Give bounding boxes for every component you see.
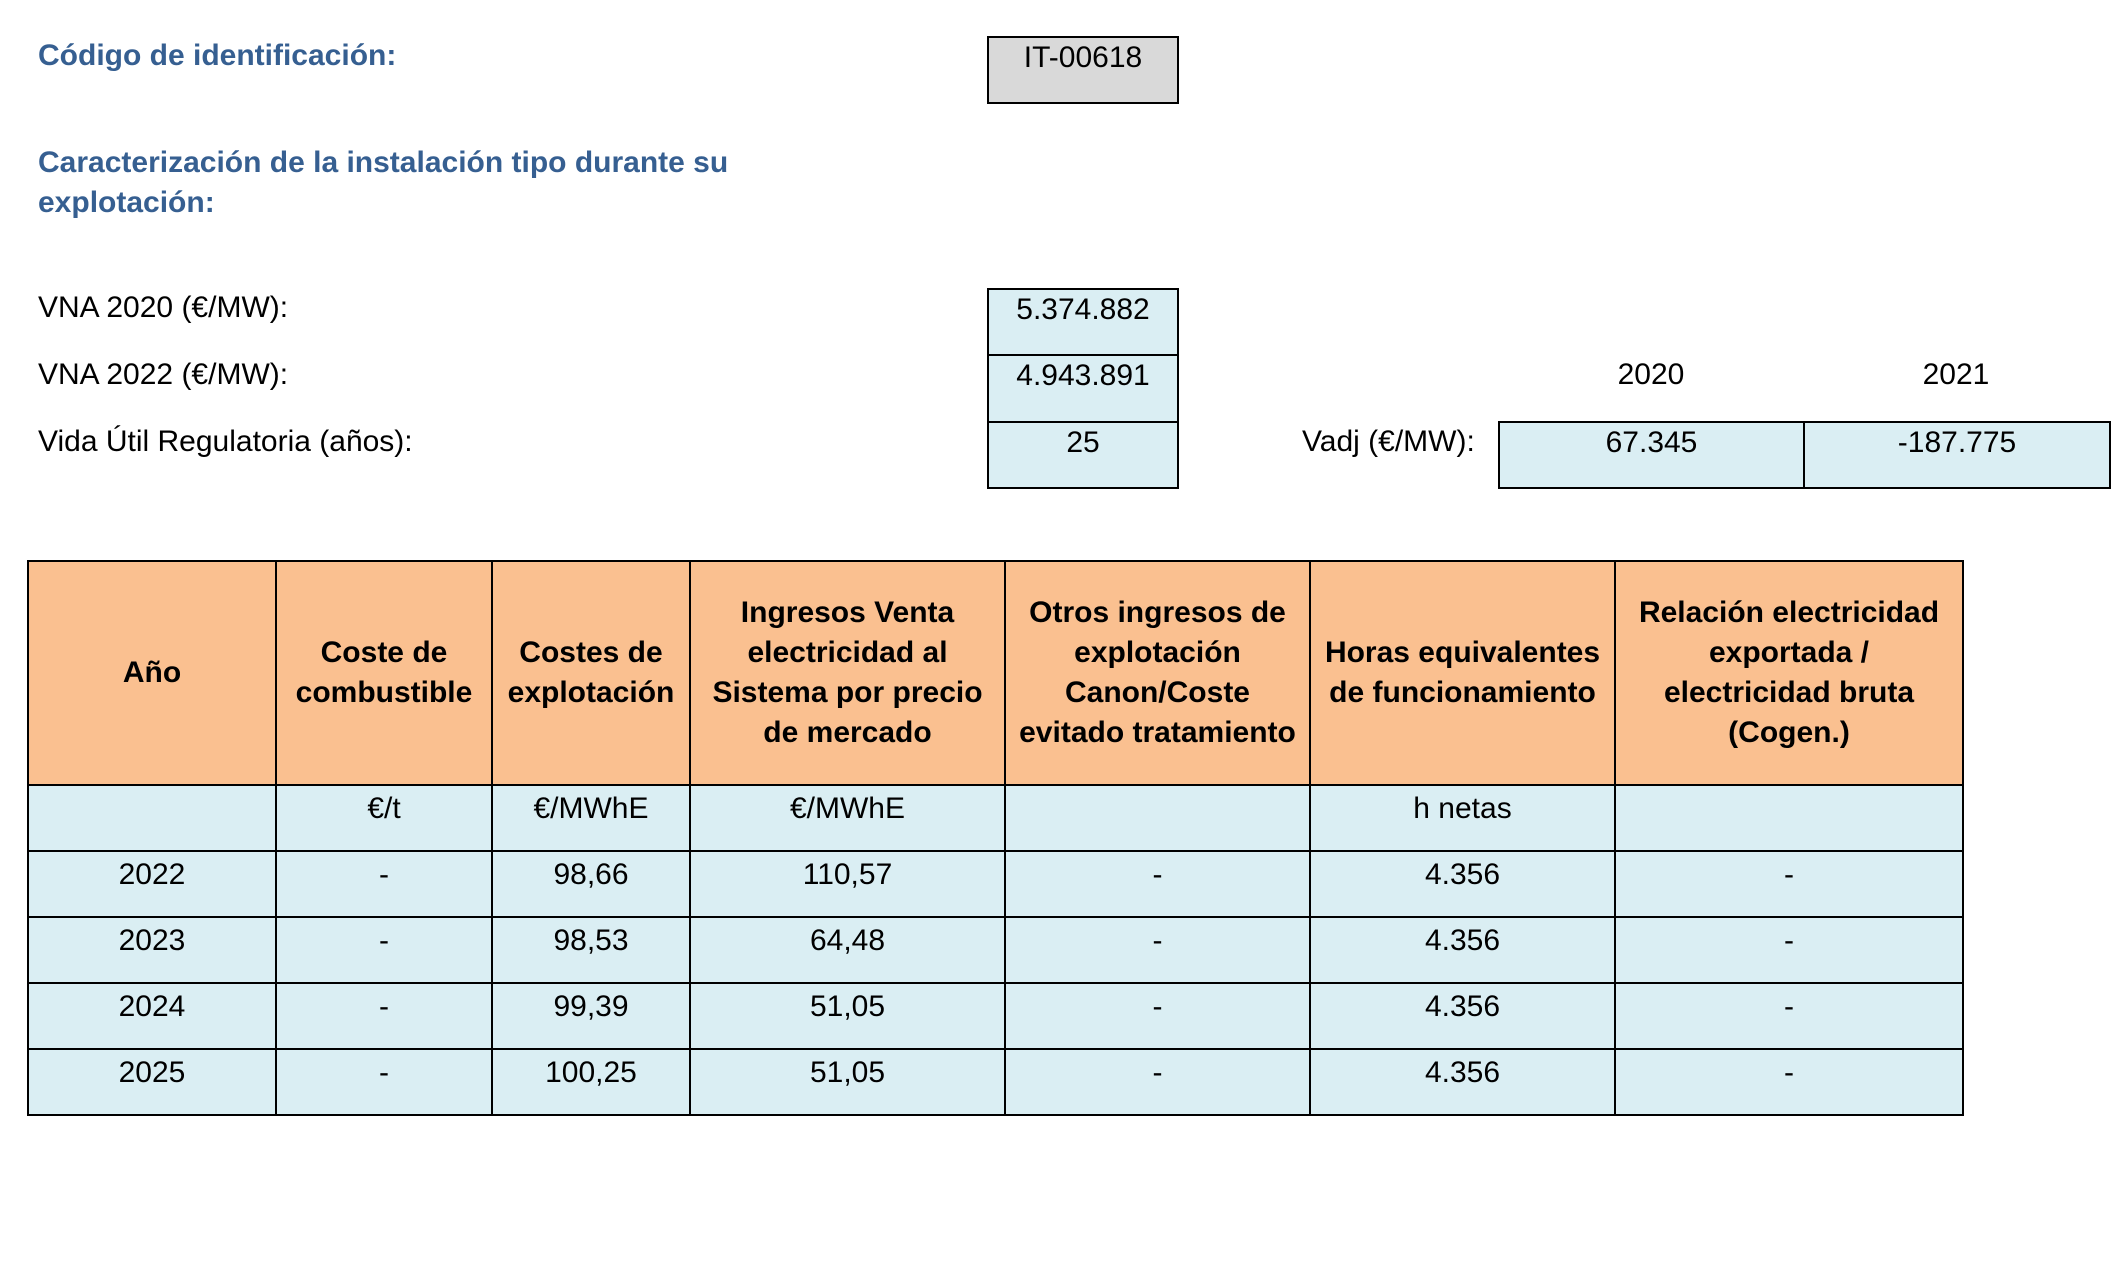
unit-cell: €/MWhE	[689, 784, 1006, 852]
units-row: €/t €/MWhE €/MWhE h netas	[27, 784, 1964, 852]
unit-cell: h netas	[1309, 784, 1616, 852]
table-cell: 98,66	[491, 850, 691, 918]
unit-cell	[27, 784, 277, 852]
vadj-label: Vadj (€/MW):	[1302, 425, 1475, 458]
table-cell: 4.356	[1309, 1048, 1616, 1116]
table-cell: 100,25	[491, 1048, 691, 1116]
header-horas-equivalentes: Horas equivalentes de funcionamiento	[1309, 560, 1616, 786]
table-cell: 4.356	[1309, 982, 1616, 1050]
table-cell: -	[1614, 1048, 1964, 1116]
vadj-value-2020: 67.345	[1498, 421, 1805, 489]
vida-util-label: Vida Útil Regulatoria (años):	[38, 425, 413, 458]
explotacion-table: Año Coste de combustible Costes de explo…	[27, 560, 1964, 1116]
vna2020-label: VNA 2020 (€/MW):	[38, 291, 289, 324]
unit-cell	[1004, 784, 1311, 852]
table-cell: -	[275, 850, 493, 918]
table-cell: -	[1004, 1048, 1311, 1116]
table-cell: 110,57	[689, 850, 1006, 918]
table-cell: 4.356	[1309, 850, 1616, 918]
vadj-value-2021: -187.775	[1803, 421, 2111, 489]
table-cell: 64,48	[689, 916, 1006, 984]
table-cell: 51,05	[689, 982, 1006, 1050]
table-cell: -	[275, 916, 493, 984]
table-header-row: Año Coste de combustible Costes de explo…	[27, 560, 1964, 786]
vna2020-value: 5.374.882	[987, 288, 1179, 356]
table-cell: -	[1614, 850, 1964, 918]
table-cell: -	[1004, 916, 1311, 984]
table-cell: -	[1614, 916, 1964, 984]
table-cell: -	[1004, 982, 1311, 1050]
header-coste-combustible: Coste de combustible	[275, 560, 493, 786]
unit-cell: €/t	[275, 784, 493, 852]
vadj-year-2020: 2020	[1617, 358, 1685, 391]
header-relacion-electricidad: Relación electricidad exportada / electr…	[1614, 560, 1964, 786]
header-anio: Año	[27, 560, 277, 786]
table-cell: 2023	[27, 916, 277, 984]
table-row: 2025 - 100,25 51,05 - 4.356 -	[27, 1048, 1964, 1116]
table-cell: -	[1614, 982, 1964, 1050]
table-cell: -	[1004, 850, 1311, 918]
table-cell: 2022	[27, 850, 277, 918]
unit-cell	[1614, 784, 1964, 852]
table-row: 2022 - 98,66 110,57 - 4.356 -	[27, 850, 1964, 918]
table-cell: 98,53	[491, 916, 691, 984]
table-cell: 99,39	[491, 982, 691, 1050]
codigo-label: Código de identificación:	[38, 39, 397, 72]
vida-util-value: 25	[987, 421, 1179, 489]
vadj-year-2021: 2021	[1922, 358, 1990, 391]
header-ingresos-venta: Ingresos Venta electricidad al Sistema p…	[689, 560, 1006, 786]
vna2022-value: 4.943.891	[987, 354, 1179, 423]
table-cell: 4.356	[1309, 916, 1616, 984]
table-cell: 51,05	[689, 1048, 1006, 1116]
table-row: 2023 - 98,53 64,48 - 4.356 -	[27, 916, 1964, 984]
table-cell: -	[275, 1048, 493, 1116]
table-cell: 2024	[27, 982, 277, 1050]
caracterizacion-heading: Caracterización de la instalación tipo d…	[38, 146, 729, 219]
table-cell: 2025	[27, 1048, 277, 1116]
vna2022-label: VNA 2022 (€/MW):	[38, 358, 289, 391]
header-costes-explotacion: Costes de explotación	[491, 560, 691, 786]
header-otros-ingresos: Otros ingresos de explotación Canon/Cost…	[1004, 560, 1311, 786]
codigo-value: IT-00618	[987, 36, 1179, 104]
unit-cell: €/MWhE	[491, 784, 691, 852]
table-cell: -	[275, 982, 493, 1050]
table-row: 2024 - 99,39 51,05 - 4.356 -	[27, 982, 1964, 1050]
